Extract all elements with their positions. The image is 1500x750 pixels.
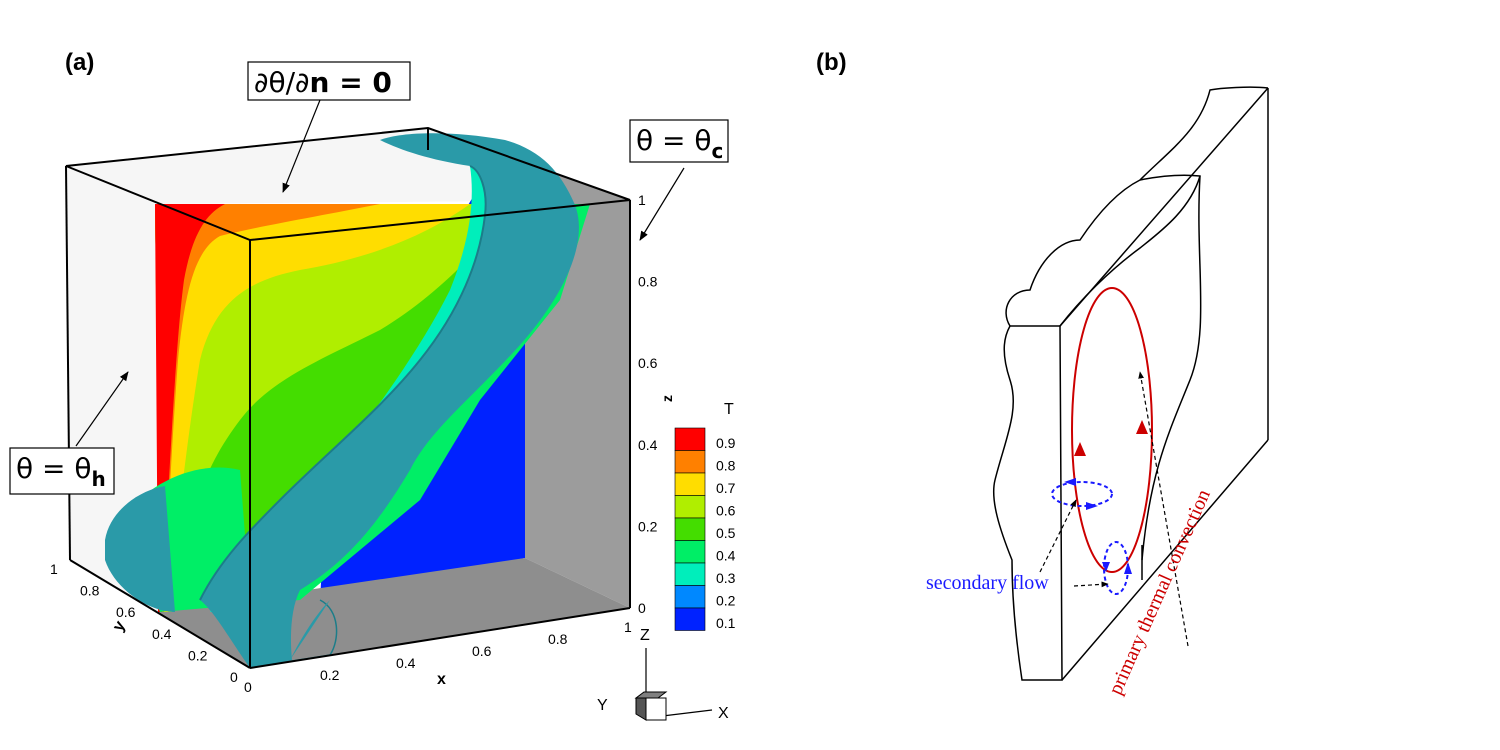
triad-x: X [718,705,729,722]
z-tick-label: 1 [638,192,646,208]
x-axis-label: x [437,671,446,688]
z-tick-label: 0 [638,600,646,616]
x-tick-label: 0.8 [548,631,568,647]
triad-y: Y [597,697,608,714]
panel-b-label: (b) [816,49,847,76]
legend-swatch [674,427,706,451]
y-axis-label: y [110,618,129,634]
panel-b: (b) [816,49,1269,698]
leader-lines [1039,371,1189,647]
y-tick-label: 0.6 [116,604,136,620]
legend-title: T [724,401,734,418]
hot-condition: θ = θ [16,452,92,485]
legend-value: 0.9 [716,435,736,451]
x-tick-label: 1 [624,619,632,635]
legend-value: 0.4 [716,548,736,564]
primary-convection-loop [1071,287,1153,573]
legend-value: 0.1 [716,615,736,631]
x-tick-label: 0.4 [396,655,416,671]
z-tick-label: 0.8 [638,274,658,290]
legend-value: 0.2 [716,593,736,609]
triad-z: Z [640,627,650,644]
x-tick-label: 0.6 [472,643,492,659]
adiabatic-prefix: ∂θ/∂ [254,66,310,99]
svg-text:θ = θc: θ = θc [636,124,723,163]
z-tick-label: 0.6 [638,355,658,371]
x-tick-label: 0 [244,679,252,695]
panel-a-label: (a) [65,49,94,76]
svg-text:θ = θh: θ = θh [16,452,106,491]
z-axis-ticks: 0 0.2 0.4 0.6 0.8 1 [638,192,658,616]
y-tick-label: 0.8 [80,583,100,599]
secondary-flow-vortices [1051,478,1132,595]
z-axis-label: z [659,395,675,402]
axis-triad: Z Y X [597,627,729,722]
secondary-flow-label: secondary flow [926,572,1049,594]
annotation-adiabatic: ∂θ/∂n = 0 [247,61,411,193]
legend-value: 0.5 [716,525,736,541]
legend-value: 0.3 [716,570,736,586]
legend-value: 0.6 [716,503,736,519]
y-tick-label: 0.2 [188,647,208,663]
z-tick-label: 0.4 [638,437,658,453]
z-tick-label: 0.2 [638,518,658,534]
legend-swatch [674,517,706,541]
box-outline [65,126,631,669]
primary-flow-label: primary thermal convection [1104,486,1214,698]
legend-value: 0.8 [716,458,736,474]
adiabatic-condition: n = 0 [310,66,392,99]
legend-value: 0.7 [716,480,736,496]
legend-swatch [674,562,706,586]
panel-a: (a) [9,49,736,722]
x-axis-ticks: 0 0.2 0.4 0.6 0.8 1 [244,619,632,695]
legend-swatch [674,450,706,474]
cold-condition: θ = θ [636,124,712,157]
y-tick-label: 0.4 [152,626,172,642]
color-legend: T 0.9 0.8 0.7 0.6 0.5 0.4 0.3 0.2 0.1 [674,401,736,631]
y-tick-label: 0 [230,669,238,685]
legend-swatch [674,607,706,631]
y-axis-ticks: 0 0.2 0.4 0.6 0.8 1 [50,561,238,685]
isosurface [105,133,579,669]
cold-subscript: c [712,139,724,163]
side-wall [428,128,630,608]
annotation-cold: θ = θc [629,119,729,241]
legend-swatch [674,495,706,519]
annotation-hot: θ = θh [9,371,129,495]
legend-swatch [674,585,706,609]
y-tick-label: 1 [50,561,58,577]
slab-outline [992,86,1269,681]
x-tick-label: 0.2 [320,667,340,683]
legend-swatch [674,540,706,564]
hot-subscript: h [92,467,106,491]
svg-text:∂θ/∂n = 0: ∂θ/∂n = 0 [254,66,392,99]
legend-swatch [674,472,706,496]
